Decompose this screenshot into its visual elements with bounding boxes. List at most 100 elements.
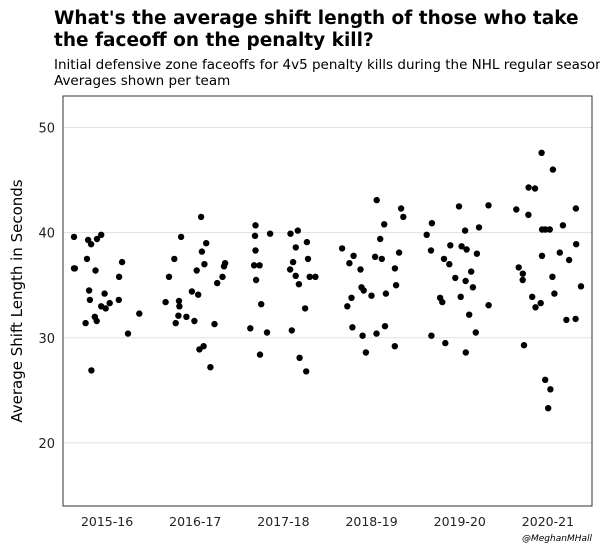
- data-point: [368, 292, 375, 299]
- data-point: [304, 255, 312, 263]
- subtitle-line-1: Initial defensive zone faceoffs for 4v5 …: [54, 57, 600, 73]
- data-point: [344, 303, 351, 310]
- data-point: [472, 329, 479, 336]
- data-point: [171, 255, 178, 263]
- y-tick-label: 20: [38, 437, 55, 452]
- data-point: [520, 342, 528, 349]
- data-point: [338, 245, 346, 252]
- x-tick-label: 2015-16: [81, 514, 133, 529]
- data-point: [102, 305, 109, 312]
- data-point: [292, 244, 299, 251]
- data-point: [428, 332, 435, 339]
- data-point: [373, 330, 380, 337]
- data-point: [452, 274, 459, 282]
- data-point: [519, 270, 526, 277]
- data-point: [175, 312, 182, 319]
- data-point: [357, 266, 364, 273]
- data-point: [220, 263, 228, 270]
- chart-subtitle: Initial defensive zone faceoffs for 4v5 …: [54, 57, 600, 89]
- data-point: [207, 364, 214, 371]
- data-point: [263, 329, 271, 336]
- data-point: [513, 206, 520, 213]
- data-point: [292, 272, 299, 279]
- data-point: [301, 305, 309, 312]
- data-point: [101, 290, 108, 297]
- data-point: [392, 282, 400, 289]
- data-point: [455, 203, 463, 210]
- data-point: [172, 319, 179, 327]
- data-point: [71, 265, 79, 272]
- subtitle-line-2: Averages shown per team: [54, 73, 231, 89]
- y-axis-label: Average Shift Length in Seconds: [8, 179, 26, 422]
- data-point: [427, 247, 435, 254]
- data-point: [289, 258, 297, 266]
- data-point: [252, 247, 259, 254]
- data-point: [211, 320, 218, 328]
- data-point: [195, 291, 202, 298]
- data-point: [303, 238, 311, 246]
- data-point: [458, 243, 465, 250]
- data-point: [115, 296, 123, 304]
- data-point: [85, 287, 93, 294]
- data-point: [250, 262, 258, 269]
- data-point: [466, 311, 473, 318]
- data-point: [572, 315, 579, 323]
- data-point: [391, 343, 398, 350]
- x-tick-label: 2018-19: [345, 514, 397, 529]
- data-point: [382, 290, 390, 297]
- data-point: [538, 226, 546, 233]
- data-point: [547, 386, 554, 393]
- data-point: [395, 249, 403, 256]
- data-point: [381, 323, 389, 330]
- data-point: [136, 310, 143, 317]
- data-point: [348, 294, 355, 301]
- data-point: [256, 351, 264, 358]
- data-point: [572, 205, 580, 212]
- data-point: [106, 299, 113, 307]
- data-point: [442, 339, 449, 347]
- data-point: [485, 302, 492, 309]
- data-point: [83, 255, 91, 263]
- data-point: [346, 260, 353, 267]
- data-point: [371, 253, 379, 260]
- plot-panel: [62, 95, 593, 507]
- data-point: [175, 297, 183, 305]
- data-point: [537, 299, 544, 307]
- data-point: [193, 267, 200, 274]
- data-point: [219, 273, 226, 280]
- data-point: [88, 367, 95, 374]
- data-point: [515, 264, 522, 271]
- data-point: [565, 256, 573, 264]
- y-tick-label: 30: [38, 332, 55, 347]
- data-point: [525, 211, 532, 218]
- chart-title: What's the average shift length of those…: [54, 8, 579, 51]
- y-tick-label: 40: [38, 227, 55, 242]
- data-point: [191, 317, 198, 325]
- data-point: [397, 205, 405, 212]
- data-point: [70, 233, 78, 241]
- data-point: [93, 317, 100, 325]
- data-point: [378, 255, 385, 263]
- data-point: [360, 287, 367, 294]
- data-point: [440, 255, 448, 263]
- data-point: [287, 230, 294, 237]
- x-tick-label: 2017-18: [257, 514, 309, 529]
- data-point: [294, 227, 301, 234]
- data-point: [201, 261, 208, 268]
- y-tick-label: 50: [38, 122, 55, 137]
- data-point: [577, 283, 585, 290]
- data-point: [162, 298, 169, 306]
- data-point: [177, 233, 185, 241]
- data-point: [295, 281, 303, 288]
- author-credit: @MeghanMHall: [522, 534, 592, 544]
- data-point: [296, 354, 303, 361]
- x-tick-label: 2016-17: [169, 514, 221, 529]
- data-point: [475, 224, 483, 231]
- data-point: [461, 227, 469, 234]
- data-point: [196, 346, 203, 353]
- data-point: [247, 325, 254, 332]
- data-point: [115, 273, 123, 280]
- data-point: [188, 288, 196, 295]
- data-point: [381, 221, 388, 228]
